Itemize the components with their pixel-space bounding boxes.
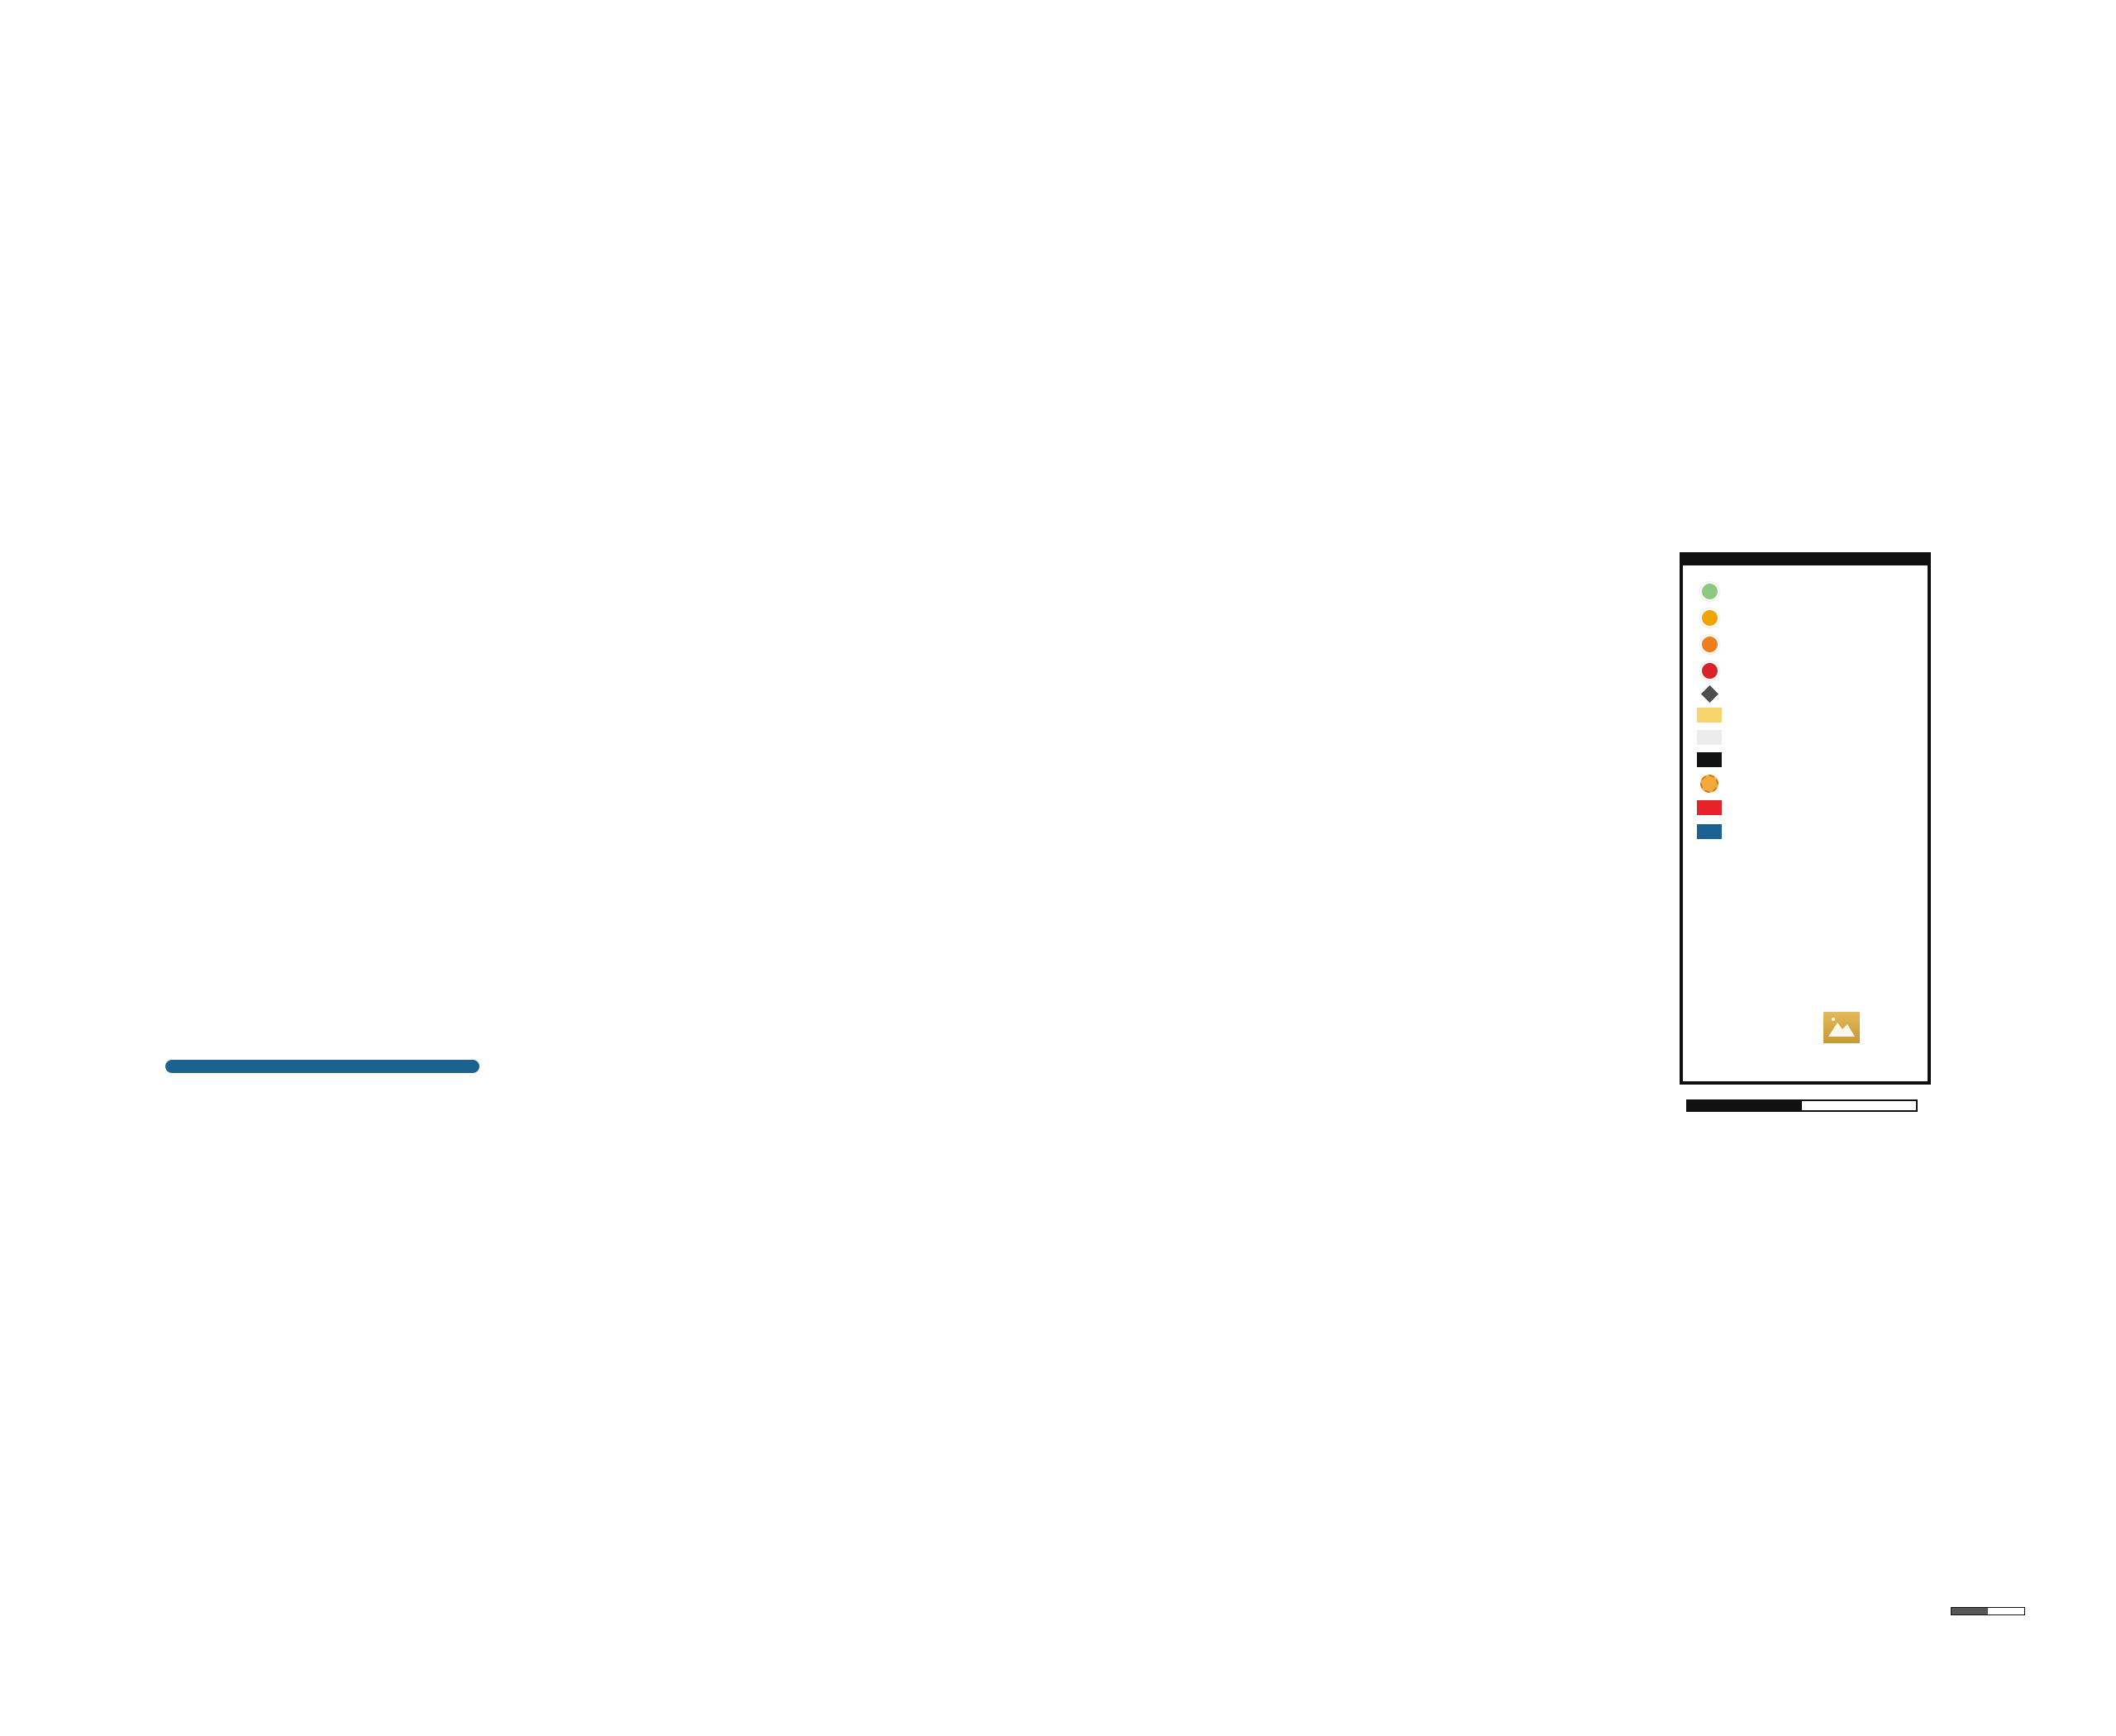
assay-area-swatch bbox=[1693, 708, 1726, 723]
legend-item bbox=[1693, 775, 1918, 793]
legend-item bbox=[1693, 708, 1918, 723]
overview-scalebar bbox=[1951, 1605, 2025, 1615]
gt10-dot-icon bbox=[1693, 661, 1726, 680]
pending-diamond-icon bbox=[1693, 684, 1726, 703]
1-3-dot-icon bbox=[1693, 608, 1726, 627]
mountain-logo-icon bbox=[1823, 1012, 1860, 1043]
keats-fw-zone-icon bbox=[1693, 775, 1726, 793]
legend-item bbox=[1693, 582, 1918, 601]
keats-fw-callout bbox=[165, 1060, 479, 1073]
legend bbox=[1680, 552, 1931, 1085]
legend-header bbox=[1683, 556, 1928, 565]
lt1-dot-icon bbox=[1693, 582, 1726, 601]
legend-item bbox=[1693, 752, 1918, 767]
pending-area-swatch bbox=[1693, 730, 1726, 745]
legend-item bbox=[1693, 635, 1918, 654]
legend-item bbox=[1693, 684, 1918, 703]
legend-item bbox=[1693, 730, 1918, 745]
newfound-gold-logo bbox=[1767, 1012, 1916, 1048]
legend-item bbox=[1693, 823, 1918, 840]
current-assays-swatch bbox=[1693, 800, 1726, 815]
legend-item bbox=[1693, 800, 1918, 815]
section-scalebar bbox=[1686, 1096, 1918, 1112]
3-10-dot-icon bbox=[1693, 635, 1726, 654]
keats-fw-assays-swatch bbox=[1693, 823, 1726, 839]
legend-item bbox=[1693, 661, 1918, 680]
overburden-swatch bbox=[1693, 752, 1726, 767]
legend-item bbox=[1693, 608, 1918, 627]
